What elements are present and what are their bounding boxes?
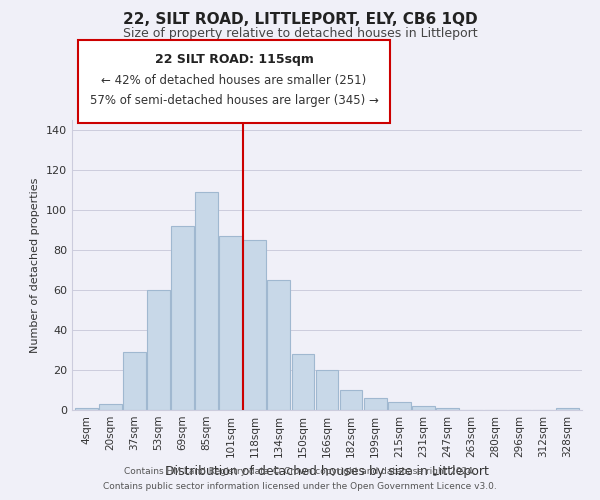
Text: Contains HM Land Registry data © Crown copyright and database right 2024.: Contains HM Land Registry data © Crown c… [124,467,476,476]
Bar [123,352,146,410]
Bar [220,236,242,410]
Bar [412,406,434,410]
Bar [75,408,98,410]
Bar [99,404,122,410]
Bar [195,192,218,410]
Bar [436,408,459,410]
Text: 22, SILT ROAD, LITTLEPORT, ELY, CB6 1QD: 22, SILT ROAD, LITTLEPORT, ELY, CB6 1QD [122,12,478,28]
Bar [268,280,290,410]
Text: 57% of semi-detached houses are larger (345) →: 57% of semi-detached houses are larger (… [89,94,379,107]
Bar [147,290,170,410]
Text: Contains public sector information licensed under the Open Government Licence v3: Contains public sector information licen… [103,482,497,491]
Bar [292,354,314,410]
Bar [388,402,410,410]
X-axis label: Distribution of detached houses by size in Littleport: Distribution of detached houses by size … [165,466,489,478]
Text: 22 SILT ROAD: 115sqm: 22 SILT ROAD: 115sqm [155,52,313,66]
Text: Size of property relative to detached houses in Littleport: Size of property relative to detached ho… [122,28,478,40]
Y-axis label: Number of detached properties: Number of detached properties [31,178,40,352]
Bar [340,390,362,410]
Bar [244,240,266,410]
Bar [556,408,579,410]
Bar [316,370,338,410]
Bar [171,226,194,410]
Text: ← 42% of detached houses are smaller (251): ← 42% of detached houses are smaller (25… [101,74,367,87]
Bar [364,398,386,410]
